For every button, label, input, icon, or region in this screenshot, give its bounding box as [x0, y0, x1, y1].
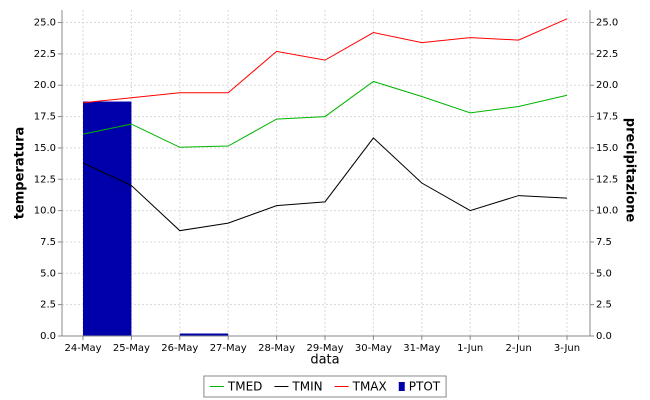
x-tick-label: 25-May	[113, 343, 150, 354]
y-tick-label: 15.0	[34, 143, 56, 154]
y2-tick-label: 7.5	[596, 237, 612, 248]
bar	[179, 333, 229, 336]
legend-label: TMED	[227, 380, 263, 394]
plot-area	[62, 10, 590, 336]
y2-tick-label: 25.0	[596, 18, 618, 29]
y2-tick-label: 20.0	[596, 80, 618, 91]
y-tick-label: 5.0	[40, 268, 56, 279]
x-tick-label: 30-May	[355, 343, 392, 354]
bar	[83, 101, 132, 337]
x-tick-label: 1-Jun	[457, 343, 483, 354]
legend-swatch	[398, 382, 405, 391]
x-tick-label: 24-May	[64, 343, 101, 354]
legend-label: PTOT	[409, 380, 441, 394]
y2-tick-label: 10.0	[596, 206, 618, 217]
x-tick-label: 3-Jun	[554, 343, 580, 354]
legend-label: TMAX	[352, 380, 387, 394]
y-tick-label: 22.5	[34, 49, 56, 60]
y2-tick-label: 2.5	[596, 300, 612, 311]
x-tick-label: 28-May	[258, 343, 295, 354]
line	[82, 80, 568, 148]
line	[82, 18, 568, 104]
x-axis-title: data	[310, 353, 339, 368]
x-tick-label: 29-May	[306, 343, 343, 354]
y-tick-label: 7.5	[40, 237, 56, 248]
y2-tick-label: 22.5	[596, 49, 618, 60]
y2-tick-label: 5.0	[596, 268, 612, 279]
y-tick-label: 2.5	[40, 300, 56, 311]
y2-axis-title: precipitazione	[623, 118, 638, 223]
y-tick-label: 25.0	[34, 18, 56, 29]
y-axis-title: temperatura	[13, 127, 28, 220]
x-tick-label: 27-May	[210, 343, 247, 354]
y2-tick-label: 0.0	[596, 331, 612, 342]
y2-tick-label: 15.0	[596, 143, 618, 154]
y-tick-label: 0.0	[40, 331, 56, 342]
y-tick-label: 10.0	[34, 206, 56, 217]
y2-tick-label: 17.5	[596, 112, 618, 123]
x-tick-label: 2-Jun	[506, 343, 532, 354]
x-tick-label: 26-May	[161, 343, 198, 354]
y-tick-label: 12.5	[34, 174, 56, 185]
legend-box	[203, 375, 447, 398]
legend-label: TMIN	[291, 380, 322, 394]
x-tick-label: 31-May	[403, 343, 440, 354]
legend: TMED TMIN TMAX PTOT	[203, 375, 447, 398]
y2-tick-label: 12.5	[596, 174, 618, 185]
y-tick-label: 17.5	[34, 112, 56, 123]
y-tick-label: 20.0	[34, 80, 56, 91]
line	[82, 137, 568, 232]
